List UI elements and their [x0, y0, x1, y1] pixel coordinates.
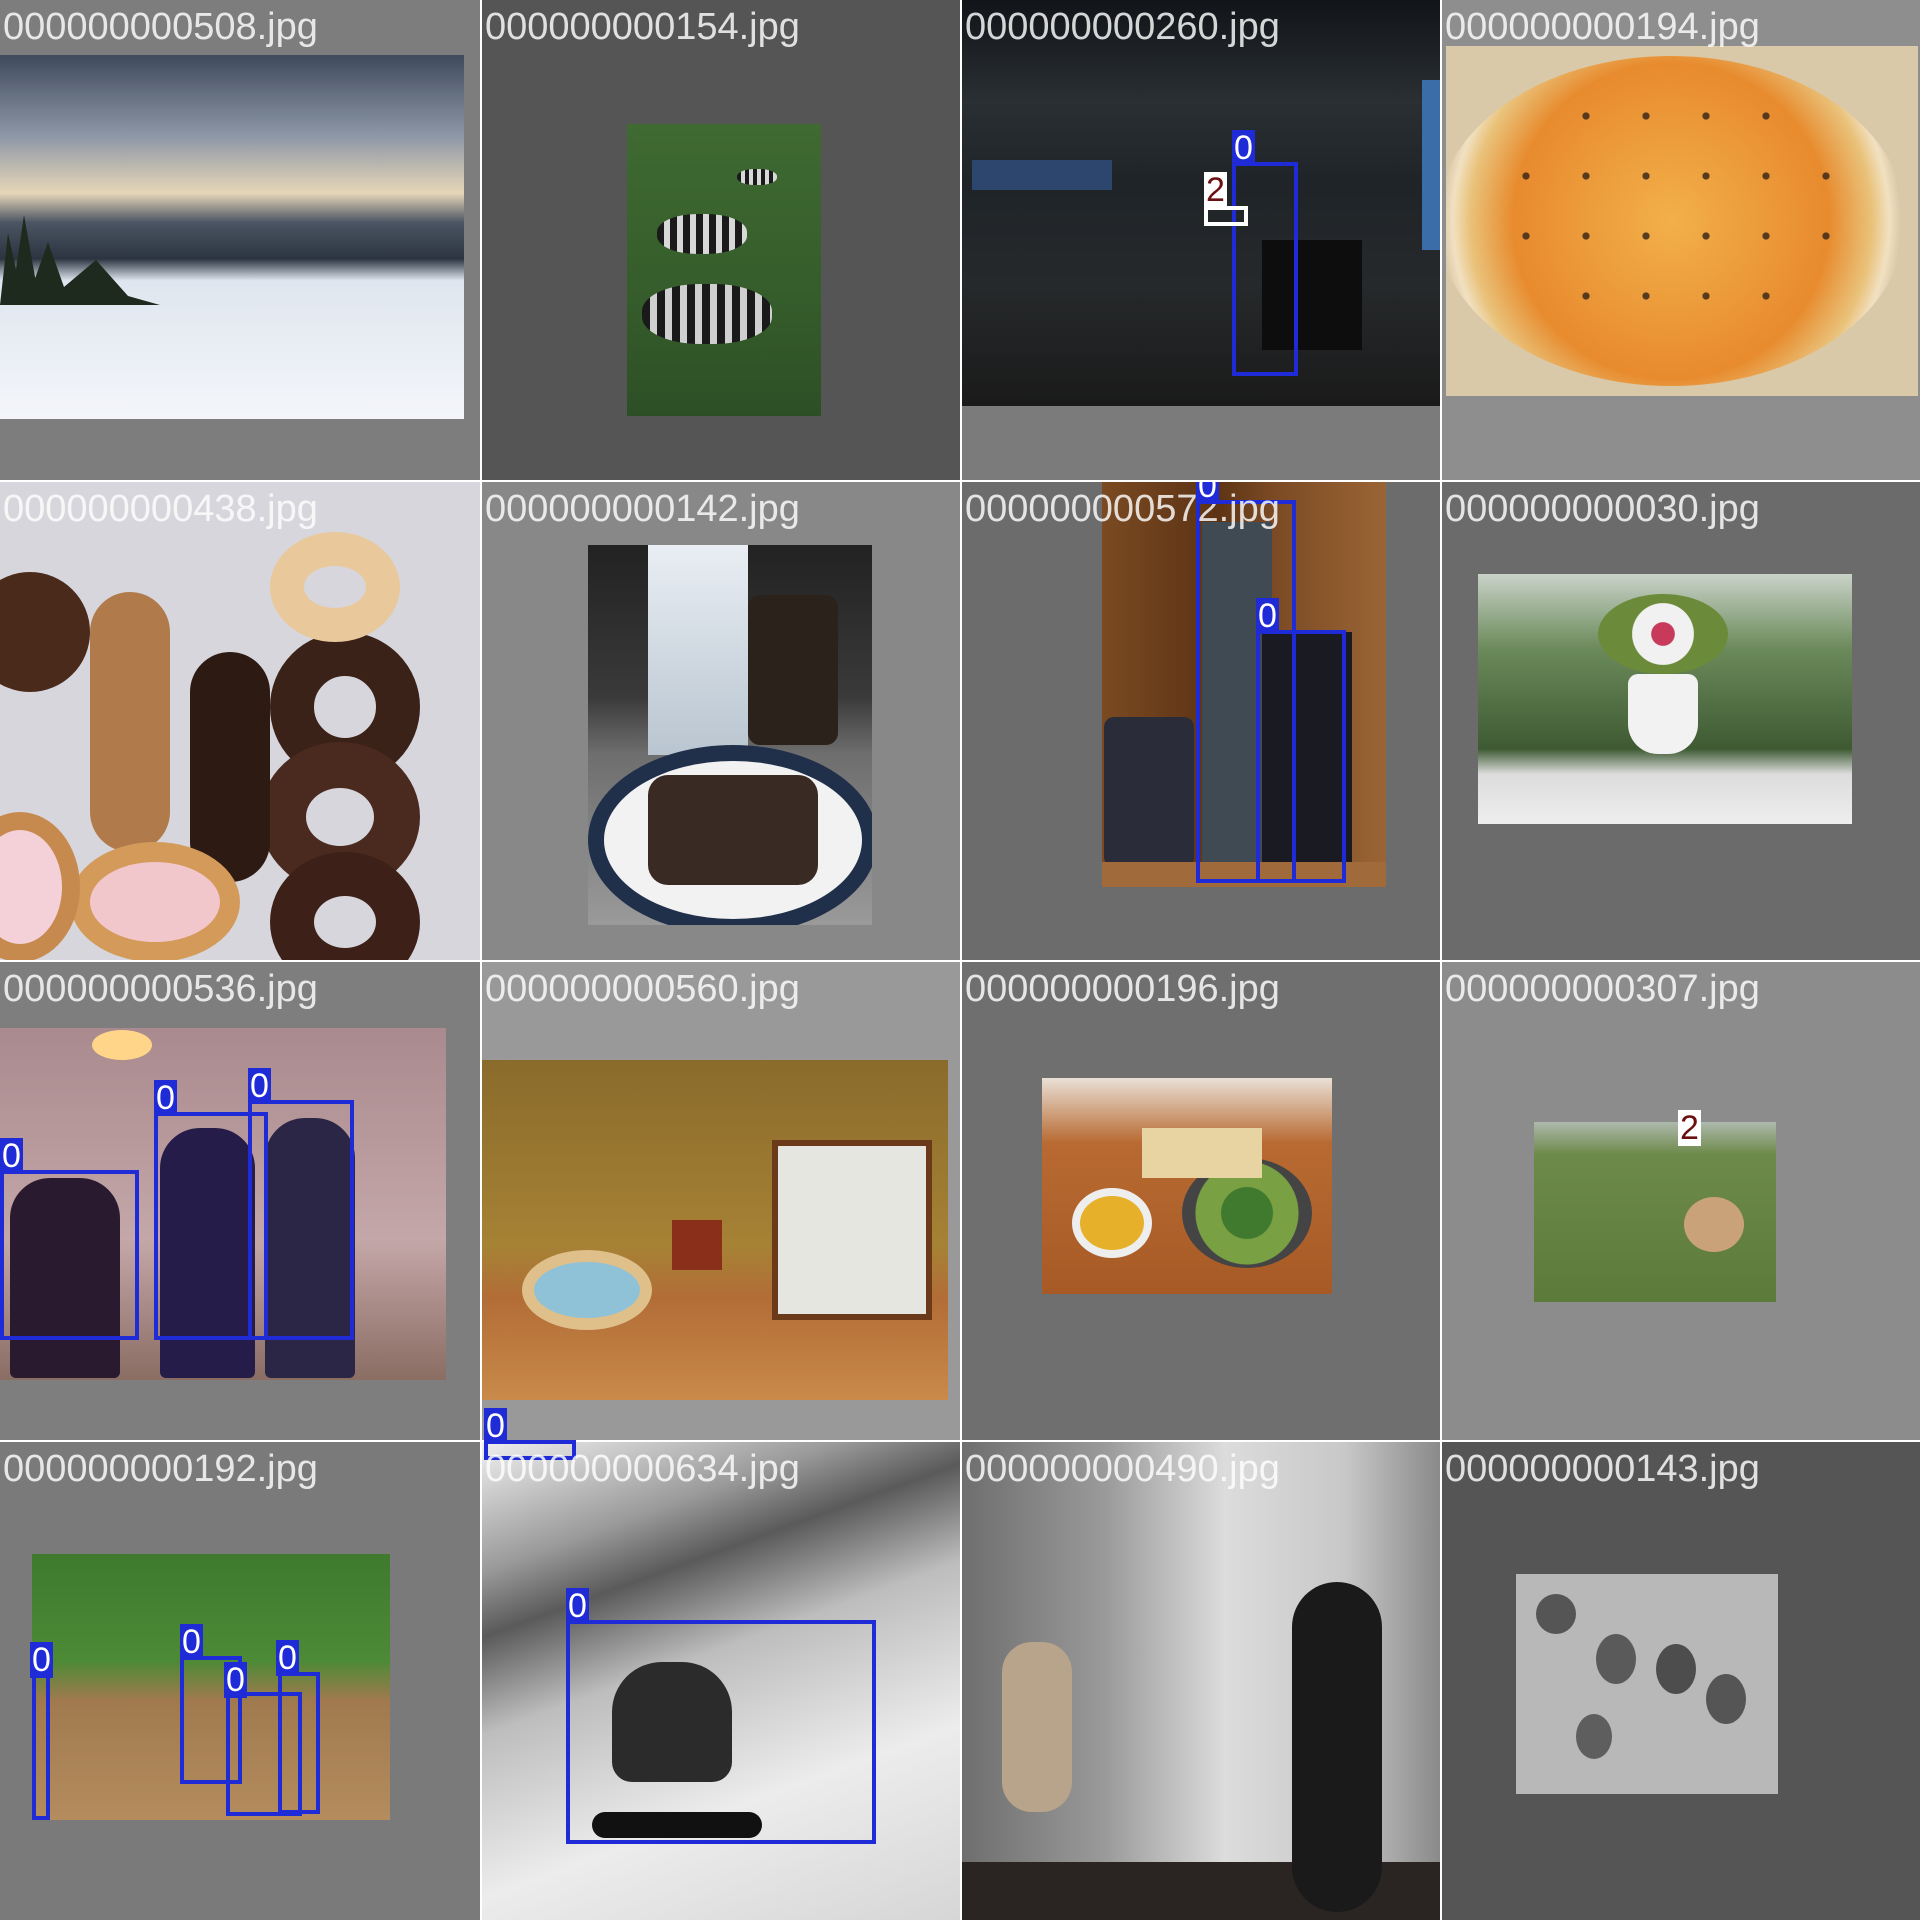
detection-box	[278, 1672, 320, 1814]
tile-photo	[1042, 1078, 1332, 1294]
cell-filename: 000000000438.jpg	[3, 488, 318, 530]
tile-photo	[0, 55, 464, 419]
grid-cell[interactable]: 000000000143.jpg	[1442, 1442, 1920, 1920]
grid-cell[interactable]: 000000000030.jpg	[1442, 482, 1920, 960]
detection-box	[226, 1692, 302, 1816]
detection-label: 0	[180, 1623, 203, 1661]
detection-box	[154, 1112, 268, 1340]
tile-photo	[482, 1060, 948, 1400]
tile-photo	[1516, 1574, 1778, 1794]
detection-box	[248, 1100, 354, 1340]
grid-cell[interactable]: 000000000438.jpg	[0, 482, 480, 960]
detection-label: 2	[1204, 171, 1227, 209]
detection-label: 0	[1232, 129, 1255, 167]
detection-box	[1196, 500, 1296, 883]
grid-cell[interactable]: 000000000194.jpg	[1442, 0, 1920, 480]
detection-box	[1204, 206, 1248, 226]
cell-filename: 000000000154.jpg	[485, 6, 800, 48]
cell-filename: 000000000560.jpg	[485, 968, 800, 1010]
detection-label: 0	[224, 1661, 247, 1699]
grid-cell[interactable]: 000000000536.jpg 0 0 0	[0, 962, 480, 1440]
cell-filename: 000000000142.jpg	[485, 488, 800, 530]
grid-cell[interactable]: 000000000560.jpg	[482, 962, 960, 1440]
detection-label: 0	[566, 1587, 589, 1625]
detection-label: 2	[1678, 1109, 1701, 1147]
grid-cell[interactable]: 000000000196.jpg	[962, 962, 1440, 1440]
tile-photo	[1446, 46, 1918, 396]
tile-photo	[0, 1028, 446, 1380]
detection-label: 0	[276, 1639, 299, 1677]
tile-photo	[1478, 574, 1852, 824]
cell-filename: 000000000490.jpg	[965, 1448, 1280, 1490]
cell-filename: 000000000260.jpg	[965, 6, 1280, 48]
detection-box	[1256, 630, 1346, 883]
tile-photo	[32, 1554, 390, 1820]
detection-box	[180, 1656, 242, 1784]
tile-photo	[0, 482, 480, 960]
detection-box	[0, 1170, 139, 1340]
grid-cell[interactable]: 000000000142.jpg	[482, 482, 960, 960]
grid-cell[interactable]: 000000000490.jpg	[962, 1442, 1440, 1920]
detection-label: 0	[30, 1641, 53, 1679]
cell-filename: 000000000030.jpg	[1445, 488, 1760, 530]
detection-label: 0	[1196, 482, 1219, 504]
cell-filename: 000000000634.jpg	[485, 1448, 800, 1490]
cell-filename: 000000000143.jpg	[1445, 1448, 1760, 1490]
grid-cell[interactable]: 000000000260.jpg 0 2	[962, 0, 1440, 480]
cell-filename: 000000000194.jpg	[1445, 6, 1760, 48]
grid-cell[interactable]: 000000000192.jpg 0 0 0 0	[0, 1442, 480, 1920]
detection-box	[1232, 162, 1298, 376]
grid-cell[interactable]: 000000000307.jpg 2	[1442, 962, 1920, 1440]
cell-filename: 000000000508.jpg	[3, 6, 318, 48]
tile-photo	[1534, 1122, 1776, 1302]
cell-filename: 000000000196.jpg	[965, 968, 1280, 1010]
tile-photo	[588, 545, 872, 925]
cell-filename: 000000000192.jpg	[3, 1448, 318, 1490]
tile-photo	[962, 0, 1440, 406]
tile-photo	[962, 1442, 1440, 1920]
detection-box	[566, 1620, 876, 1844]
detection-label: 0	[248, 1067, 271, 1105]
detection-box	[484, 1440, 576, 1460]
detection-label: 0	[0, 1137, 23, 1175]
detection-label: 0	[1256, 597, 1279, 635]
grid-cell[interactable]: 000000000508.jpg	[0, 0, 480, 480]
detection-box	[32, 1674, 50, 1820]
grid-cell[interactable]: 000000000634.jpg 0	[482, 1442, 960, 1920]
cell-filename: 000000000572.jpg	[965, 488, 1280, 530]
detection-label: 0	[484, 1407, 507, 1445]
tile-photo	[627, 124, 821, 416]
cell-filename: 000000000536.jpg	[3, 968, 318, 1010]
cell-filename: 000000000307.jpg	[1445, 968, 1760, 1010]
grid-cell[interactable]: 000000000572.jpg 0 0	[962, 482, 1440, 960]
grid-cell[interactable]: 000000000154.jpg	[482, 0, 960, 480]
detection-label: 0	[154, 1079, 177, 1117]
